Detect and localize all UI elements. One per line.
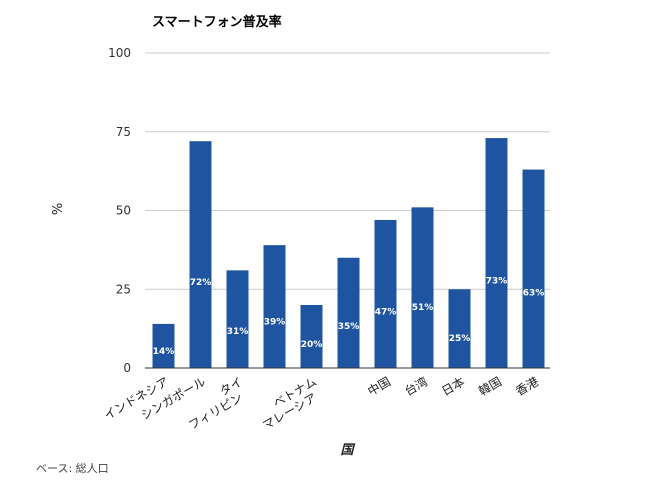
bar: [485, 138, 508, 368]
data-label: 39%: [264, 317, 286, 327]
data-label: 35%: [338, 322, 360, 332]
data-label: 63%: [523, 289, 545, 299]
data-label: 51%: [412, 303, 434, 313]
bars: 14% 72% 31% 39% 20% 35% 47% 51% 25% 73% 63%: [152, 138, 545, 368]
y-tick-label: 100: [108, 46, 131, 60]
bar: [337, 257, 360, 368]
data-label: 20%: [301, 340, 323, 350]
y-tick-label: 0: [123, 361, 131, 375]
bar: [152, 323, 175, 368]
x-category-label: 香港: [513, 374, 541, 398]
data-label: 25%: [449, 334, 471, 344]
data-label: 73%: [486, 277, 508, 287]
y-axis-title: %: [51, 203, 66, 215]
data-label: 72%: [190, 278, 212, 288]
data-label: 31%: [227, 327, 249, 337]
y-tick-label: 25: [116, 282, 131, 296]
bar: [374, 219, 397, 368]
x-category-label: 韓国: [476, 374, 504, 398]
bar: [300, 305, 323, 368]
bar: [411, 207, 434, 368]
data-label: 14%: [153, 347, 175, 357]
chart-title: スマートフォン普及率: [152, 14, 282, 30]
x-category-label: フィリピン: [186, 390, 245, 432]
bar: [522, 169, 545, 368]
bar: [448, 289, 471, 368]
y-tick-label: 75: [116, 125, 131, 139]
bar: [189, 141, 212, 368]
x-category-label: 中国: [365, 374, 393, 399]
data-label: 47%: [375, 308, 397, 318]
y-tick-label: 50: [116, 204, 131, 218]
x-axis-title: 国: [340, 443, 355, 458]
x-category-label: 日本: [439, 374, 467, 398]
bar: [226, 270, 249, 368]
y-axis-ticks: 0 25 50 75 100: [108, 46, 131, 375]
source-note: ベース: 総人口: [36, 461, 109, 475]
bar: [263, 245, 286, 368]
x-category-label: 台湾: [402, 374, 430, 399]
